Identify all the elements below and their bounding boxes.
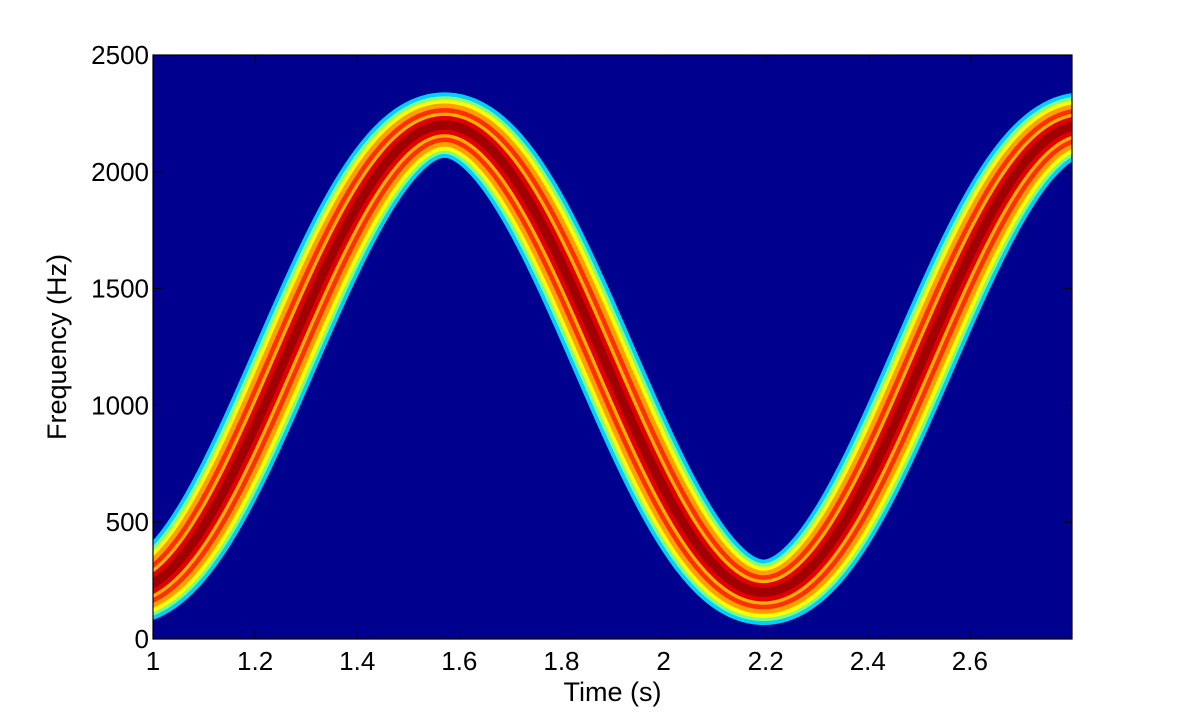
y-tick-label: 1500 [91,274,149,304]
x-tick-label: 1.6 [441,646,477,676]
axis-ticks [152,54,1072,640]
y-axis-label: Frequency (Hz) [42,254,72,440]
y-tick-label: 500 [106,507,149,537]
ridge-band [153,92,1072,625]
x-tick-label: 2 [656,646,670,676]
y-tick-label: 1000 [91,390,149,420]
x-tick-label: 2.2 [748,646,784,676]
x-tick-label: 2.6 [952,646,988,676]
y-tick-label: 2000 [91,157,149,187]
plot-frame [152,54,1073,640]
y-tick-label: 0 [135,624,149,654]
x-tick-label: 1.4 [339,646,375,676]
x-tick-label: 1 [146,646,160,676]
y-tick-label: 2500 [91,40,149,70]
x-tick-labels: 1 1.2 1.4 1.6 1.8 2 2.2 2.4 2.6 [146,646,988,676]
ridge-band-level-8 [153,120,1072,597]
y-tick-labels: 0 500 1000 1500 2000 2500 [91,40,149,654]
plot-area [153,55,1072,639]
x-tick-label: 1.2 [237,646,273,676]
x-tick-label: 1.8 [543,646,579,676]
x-axis-label: Time (s) [564,677,662,707]
x-tick-label: 2.4 [850,646,886,676]
